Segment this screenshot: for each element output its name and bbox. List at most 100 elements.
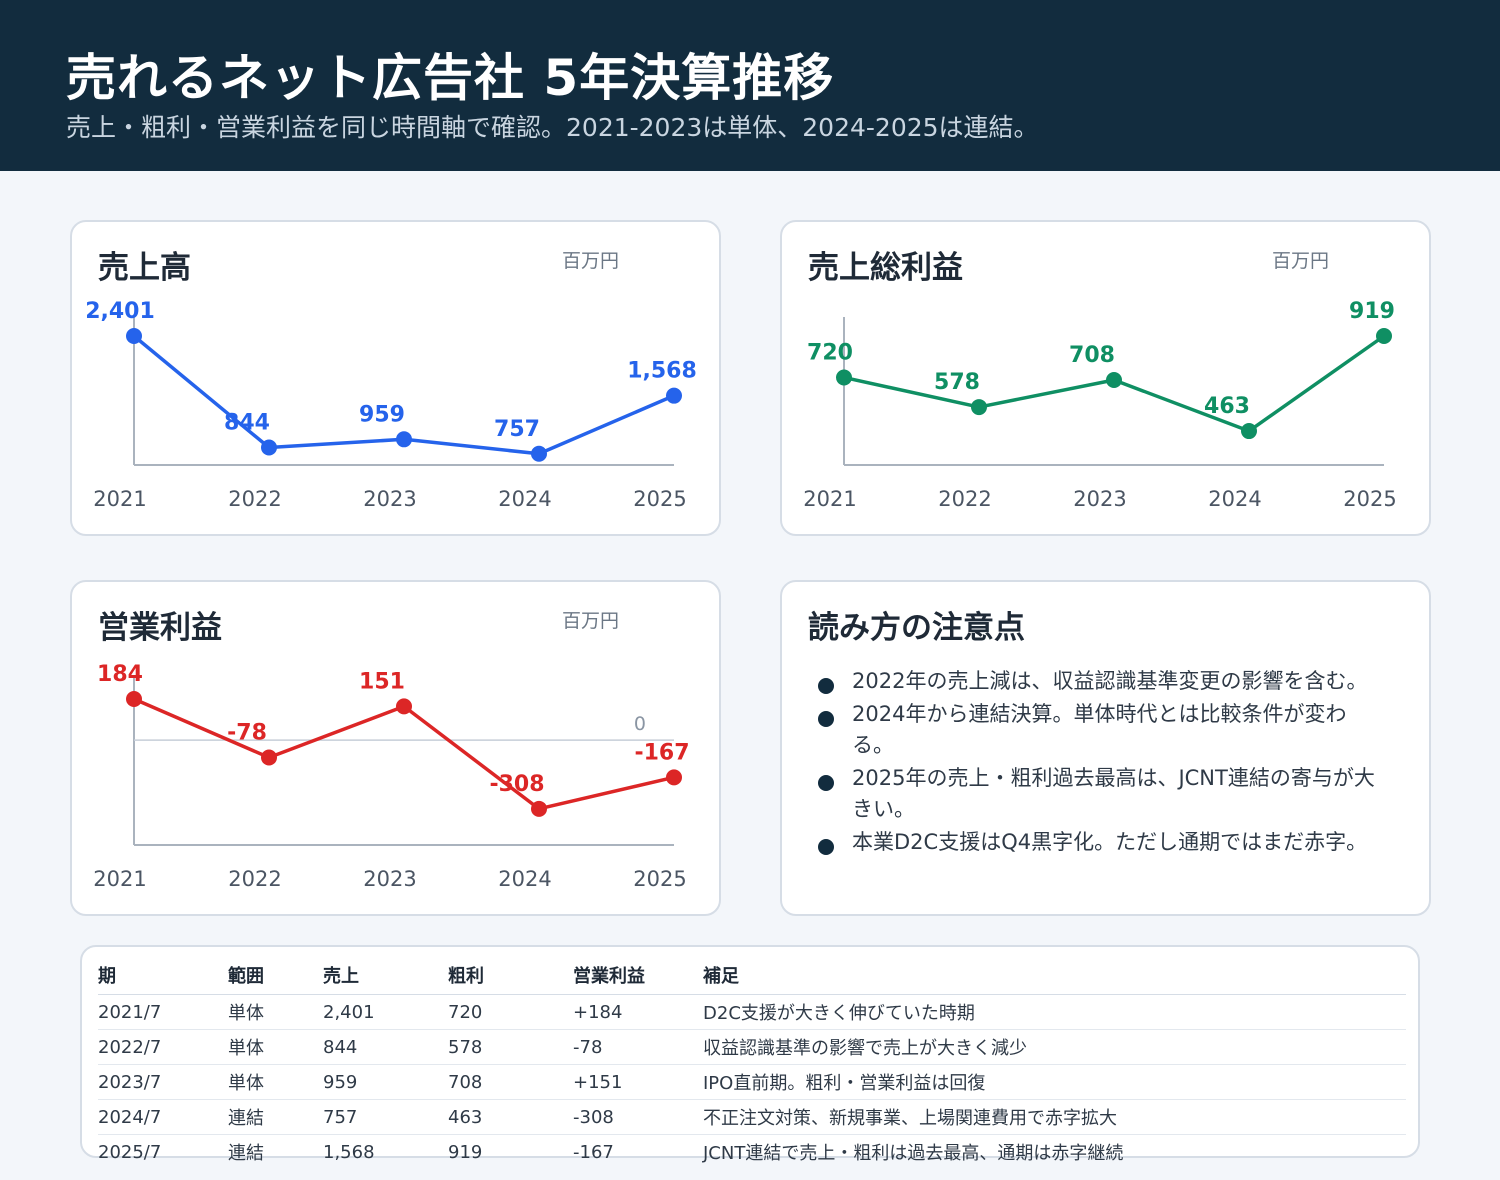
data-label: -78 [227,720,267,745]
data-point [971,399,987,416]
table-cell: 収益認識基準の影響で売上が大きく減少 [703,1029,1406,1065]
data-label: 184 [97,662,143,687]
x-tick-label: 2022 [938,487,991,511]
revenue-chart-card: 2,401 2021 844 2022 959 2023 757 2024 1,568 2025 … [70,220,721,536]
table-cell: 連結 [228,1099,323,1135]
data-label: 578 [934,370,980,395]
page-subtitle: 売上・粗利・営業利益を同じ時間軸で確認。2021-2023は単体、2024-20… [66,113,1039,142]
table-cell: 2025/7 [98,1141,162,1163]
notes-list: 2022年の売上減は、収益認識基準変更の影響を含む。 2024年から連結決算。単… [816,666,1386,860]
table-cell: 単体 [228,994,323,1030]
column-header: 粗利 [448,959,573,995]
note-item: 2025年の売上・粗利過去最高は、JCNT連結の寄与が大きい。 [816,763,1386,825]
table-cell: -78 [573,1029,703,1065]
bullet-icon [818,678,834,694]
table-row: 2024/7 連結 757 463 -308 不正注文対策、新規事業、上場関連費… [98,1099,1406,1135]
data-point [396,431,412,448]
summary-table: 期 範囲 売上 粗利 営業利益 補足 2021/7 単体 2,401 720 +… [98,959,1406,1169]
x-tick-label: 2025 [1343,487,1396,511]
table-cell: 757 [323,1099,448,1135]
x-tick-label: 2024 [498,867,551,891]
table-cell: 844 [323,1029,448,1065]
data-point [261,749,277,766]
page-header: 売れるネット広告社 5年決算推移 売上・粗利・営業利益を同じ時間軸で確認。202… [0,0,1500,171]
column-header: 期 [98,959,228,995]
table-cell: 不正注文対策、新規事業、上場関連費用で赤字拡大 [703,1099,1406,1135]
revenue-line-chart: 2,401 2021 844 2022 959 2023 757 2024 1,568 2025 [85,299,697,511]
notes-title: 読み方の注意点 [808,610,1025,646]
revenue-unit-label: 百万円 [562,250,620,272]
x-tick-label: 2022 [228,867,281,891]
x-tick-label: 2025 [633,487,686,511]
summary-table-card: 期 範囲 売上 粗利 営業利益 補足 2021/7 単体 2,401 720 +… [80,945,1420,1164]
column-header: 営業利益 [573,959,703,995]
x-tick-label: 2021 [93,487,146,511]
table-cell: 2022/7 [98,1029,228,1065]
data-label: 959 [359,402,405,427]
table-cell: 959 [323,1064,448,1100]
table-cell: 720 [448,994,573,1030]
x-tick-label: 2023 [363,487,416,511]
table-cell: 2,401 [323,994,448,1030]
table-row: 2022/7 単体 844 578 -78 収益認識基準の影響で売上が大きく減少 [98,1029,1406,1065]
table-cell: 463 [448,1099,573,1135]
bullet-icon [818,711,834,727]
table-header-row: 期 範囲 売上 粗利 営業利益 補足 [98,959,1406,995]
data-point [396,698,412,715]
data-point [1376,328,1392,344]
note-text: 本業D2C支援はQ4黒字化。ただし通期ではまだ赤字。 [852,830,1368,854]
x-tick-label: 2023 [1073,487,1126,511]
table-row: 2025/7 連結 1,568 919 -167 JCNT連結で売上・粗利は過去… [98,1135,1406,1170]
x-tick-label: 2024 [1208,487,1261,511]
gross-profit-line-chart: 720 2021 578 2022 708 2023 463 2024 919 2025 [803,299,1396,511]
notes-card: 読み方の注意点 2022年の売上減は、収益認識基準変更の影響を含む。 2024年… [780,580,1431,916]
note-item: 2022年の売上減は、収益認識基準変更の影響を含む。 [816,666,1386,697]
data-point [666,769,682,786]
data-point [1241,423,1257,440]
table-cell: 919 [448,1141,483,1163]
gross-profit-chart-title: 売上総利益 [808,250,963,286]
data-label: -308 [489,772,544,797]
note-item: 2024年から連結決算。単体時代とは比較条件が変わる。 [816,699,1386,761]
note-item: 本業D2C支援はQ4黒字化。ただし通期ではまだ赤字。 [816,827,1386,858]
x-tick-label: 2025 [633,867,686,891]
data-point [126,691,142,707]
bullet-icon [818,775,834,791]
data-label: -167 [634,740,689,765]
table-cell: +151 [573,1064,703,1100]
table-cell: JCNT連結で売上・粗利は過去最高、通期は赤字継続 [703,1143,1124,1164]
table-cell: 単体 [228,1064,323,1100]
note-text: 2025年の売上・粗利過去最高は、JCNT連結の寄与が大きい。 [852,766,1375,821]
table-cell: IPO直前期。粗利・営業利益は回復 [703,1064,1406,1100]
table-cell: +184 [573,994,703,1030]
data-label: 1,568 [627,359,697,384]
x-tick-label: 2021 [803,487,856,511]
data-point [126,328,142,344]
x-tick-label: 2023 [363,867,416,891]
data-label: 844 [224,411,270,436]
note-text: 2022年の売上減は、収益認識基準変更の影響を含む。 [852,669,1368,693]
data-label: 463 [1204,394,1250,419]
data-label: 2,401 [85,299,155,324]
table-cell: 578 [448,1029,573,1065]
data-point [666,387,682,404]
column-header: 売上 [323,959,448,995]
table-cell: 1,568 [323,1141,375,1163]
table-cell: -167 [573,1141,614,1163]
table-cell: 2021/7 [98,994,228,1030]
data-point [261,439,277,456]
data-point [531,445,547,462]
operating-profit-chart-card: 0 184 2021 -78 2022 151 2023 -308 2024 -167 2025 営… [70,580,721,916]
operating-profit-chart-title: 営業利益 [98,610,222,646]
gross-profit-unit-label: 百万円 [1272,250,1330,272]
series-line [133,697,675,811]
note-text: 2024年から連結決算。単体時代とは比較条件が変わる。 [852,702,1347,757]
x-tick-label: 2022 [228,487,281,511]
table-cell: 2023/7 [98,1064,228,1100]
revenue-chart-title: 売上高 [98,250,191,286]
table-row: 2021/7 単体 2,401 720 +184 D2C支援が大きく伸びていた時… [98,994,1406,1030]
data-label: 757 [494,417,540,442]
data-label: 720 [807,340,853,365]
page-title: 売れるネット広告社 5年決算推移 [66,49,835,107]
table-cell: 2024/7 [98,1099,228,1135]
